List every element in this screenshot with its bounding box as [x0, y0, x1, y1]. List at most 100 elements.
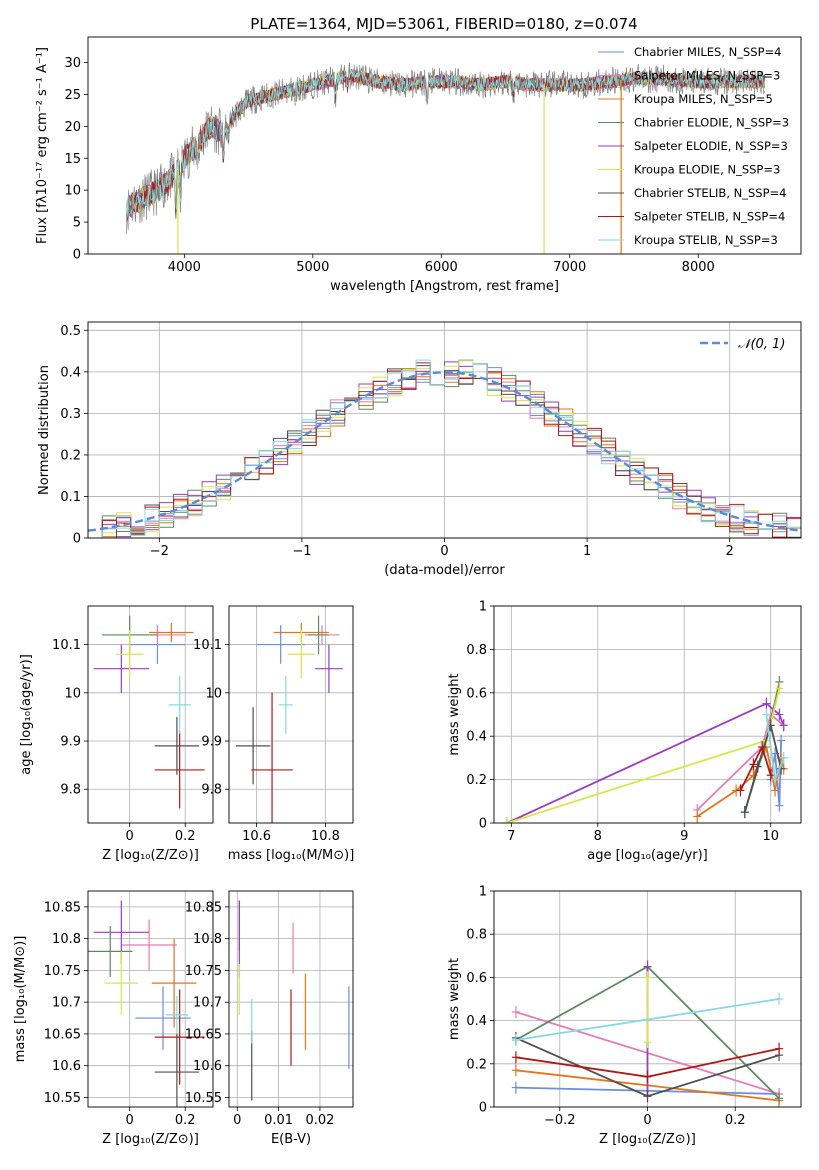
weight-vs-z-panel: −0.2 0 0.2 0 0.2 0.4 0.6 0.8 1 Z [log₁₀(Z/Z⊙)] mas… [447, 885, 802, 1147]
legend-entry: Kroupa ELODIE, N_SSP=3 [634, 163, 780, 177]
axes-frame [87, 36, 802, 255]
axes: −0.2 0 0.2 0 0.2 0.4 0.6 0.8 1 Z [log₁₀(Z/Z⊙)] mas… [447, 885, 802, 1147]
plot-area [126, 62, 766, 254]
plot-area [238, 900, 350, 1101]
axes: 10.6 10.8 9.8 9.9 10 10.1 mass [log₁₀(M/M⊙)] [193, 605, 355, 863]
mass-vs-z-panel: 0 0.2 10.55 10.6 10.65 10.7 10.75 10.8 10.85 Z [l… [13, 890, 214, 1147]
y-tick-label: 10 [205, 686, 222, 701]
y-tick-label: 0.6 [466, 971, 487, 986]
y-tick-label: 20 [64, 120, 81, 135]
x-axis-label: Z [log₁₀(Z/Z⊙)] [599, 1132, 696, 1147]
legend-entry: Chabrier STELIB, N_SSP=4 [634, 186, 786, 200]
x-tick-label: 6000 [425, 260, 458, 275]
weight-series-7 [743, 722, 782, 813]
x-tick-label: −2 [150, 544, 169, 559]
weight-series-5 [506, 702, 785, 823]
x-tick-label: 7 [507, 829, 515, 844]
y-tick-label: 0.8 [466, 928, 487, 943]
x-tick-label: 0.01 [264, 1113, 293, 1128]
y-tick-label: 10.65 [185, 1027, 222, 1042]
axes: −2 −1 0 1 2 0 0.1 0.2 0.3 0.4 0.5 (data-model)/erro… [37, 321, 802, 578]
x-tick-label: 8000 [682, 260, 715, 275]
x-tick-label: 0.2 [175, 1113, 196, 1128]
x-tick-label: 0.2 [725, 1113, 746, 1128]
axes: 0 0.01 0.02 10.55 10.6 10.65 10.7 10.75 10.8 10.8… [185, 890, 354, 1147]
x-tick-label: 0 [643, 1113, 651, 1128]
x-tick-label: 5000 [296, 260, 329, 275]
y-tick-label: 10.1 [52, 638, 81, 653]
plot-area [88, 900, 205, 1107]
y-tick-label: 9.9 [201, 735, 222, 750]
y-tick-label: 10.7 [193, 996, 222, 1011]
legend-entry: Kroupa MILES, N_SSP=5 [634, 92, 773, 106]
x-tick-label: 0 [126, 1113, 134, 1128]
y-axis-label: Flux [fλ10⁻¹⁷ erg cm⁻² s⁻¹ A⁻¹] [35, 47, 50, 244]
y-tick-label: 10.6 [52, 1059, 81, 1074]
x-tick-label: 7000 [553, 260, 586, 275]
axes-frame [87, 605, 214, 824]
y-tick-label: 10 [64, 184, 81, 199]
normal-curve [88, 371, 801, 532]
legend-entry: Chabrier ELODIE, N_SSP=3 [634, 116, 789, 130]
y-tick-label: 10.75 [185, 964, 222, 979]
x-tick-label: 2 [726, 544, 734, 559]
y-axis-label: Normed distribution [37, 365, 52, 495]
y-tick-label: 10.55 [185, 1091, 222, 1106]
legend-entry: Salpeter ELODIE, N_SSP=3 [634, 139, 788, 153]
mass-vs-ebv-panel: 0 0.01 0.02 10.55 10.6 10.65 10.7 10.75 10.8 10.8… [185, 890, 354, 1147]
y-tick-label: 1 [479, 885, 487, 900]
y-tick-label: 0 [479, 1101, 487, 1116]
x-tick-label: 10.8 [311, 829, 340, 844]
y-tick-label: 5 [73, 216, 81, 231]
x-axis-label: wavelength [Angstrom, rest frame] [330, 279, 559, 294]
legend-entry: Salpeter STELIB, N_SSP=4 [634, 210, 785, 224]
x-axis-label: Z [log₁₀(Z/Z⊙)] [102, 848, 199, 863]
y-tick-label: 0.6 [466, 686, 487, 701]
y-tick-label: 0.2 [60, 448, 81, 463]
plot-area [502, 675, 788, 823]
y-tick-label: 10.6 [193, 1059, 222, 1074]
y-tick-label: 25 [64, 88, 81, 103]
y-tick-label: 10.1 [193, 638, 222, 653]
x-tick-label: 8 [594, 829, 602, 844]
plot-area [511, 960, 784, 1107]
y-tick-label: 0.4 [466, 1014, 487, 1029]
axes-frame [228, 605, 354, 824]
axes-frame [87, 890, 214, 1108]
y-tick-label: 9.9 [60, 735, 81, 750]
plot-area [93, 615, 205, 809]
y-tick-label: 10.8 [52, 932, 81, 947]
weight-series-2 [696, 712, 785, 811]
y-axis-label: age [log₁₀(age/yr)] [19, 654, 34, 775]
grid [229, 606, 353, 823]
plot-area [235, 615, 343, 823]
y-tick-label: 0.4 [60, 365, 81, 380]
x-tick-label: 1 [583, 544, 591, 559]
y-tick-label: 0.3 [60, 407, 81, 422]
x-axis-label: E(B-V) [271, 1132, 311, 1147]
axes-frame [493, 605, 802, 824]
y-tick-label: 0 [73, 532, 81, 547]
weight-series-8 [739, 744, 772, 791]
plot-area [88, 359, 801, 538]
axes: 4000 5000 6000 7000 8000 0 5 10 15 20 25 30 waveleng… [35, 36, 802, 294]
x-axis-label: Z [log₁₀(Z/Z⊙)] [102, 1132, 199, 1147]
y-tick-label: 15 [64, 152, 81, 167]
y-tick-label: 10 [64, 686, 81, 701]
axes-frame [228, 890, 354, 1108]
x-axis-label: mass [log₁₀(M/M⊙)] [228, 848, 355, 863]
x-tick-label: −0.2 [544, 1113, 576, 1128]
y-tick-label: 10.85 [185, 900, 222, 915]
x-tick-label: 9 [680, 829, 688, 844]
y-tick-label: 0 [73, 248, 81, 263]
x-tick-label: 0.2 [175, 829, 196, 844]
y-tick-label: 0.2 [466, 773, 487, 788]
legend-entry: Kroupa STELIB, N_SSP=3 [634, 233, 778, 247]
y-tick-label: 10.55 [44, 1091, 81, 1106]
x-tick-label: 4000 [168, 260, 201, 275]
x-tick-label: −1 [292, 544, 311, 559]
weight-vs-age-panel: 7 8 9 10 0 0.2 0.4 0.6 0.8 1 age [log₁₀(age/yr)] ma… [447, 600, 802, 863]
grid [494, 605, 801, 824]
legend: Chabrier MILES, N_SSP=4 Salpeter MILES, N… [598, 45, 789, 247]
